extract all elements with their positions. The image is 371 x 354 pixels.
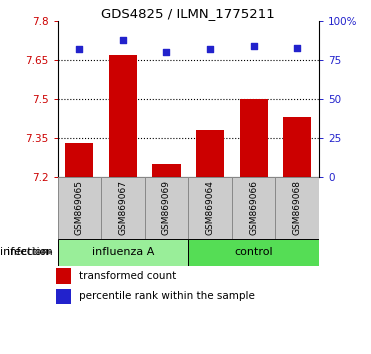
Text: infection: infection [7, 247, 53, 257]
Text: GSM869066: GSM869066 [249, 181, 258, 235]
Point [207, 46, 213, 52]
Text: control: control [234, 247, 273, 257]
FancyBboxPatch shape [58, 239, 188, 266]
Text: GSM869065: GSM869065 [75, 181, 84, 235]
Point [76, 46, 82, 52]
Bar [152, 164, 181, 177]
FancyBboxPatch shape [58, 177, 101, 239]
Point [251, 43, 257, 49]
Point [294, 45, 300, 51]
FancyBboxPatch shape [101, 177, 145, 239]
Text: GSM869068: GSM869068 [293, 181, 302, 235]
Text: GSM869067: GSM869067 [118, 181, 127, 235]
Point [164, 50, 170, 55]
Bar [56, 289, 71, 304]
Bar [109, 55, 137, 177]
Bar [283, 117, 311, 177]
Title: GDS4825 / ILMN_1775211: GDS4825 / ILMN_1775211 [101, 7, 275, 20]
Bar [65, 143, 93, 177]
Text: GSM869069: GSM869069 [162, 181, 171, 235]
Text: transformed count: transformed count [79, 271, 177, 281]
Bar [56, 268, 71, 284]
Point [120, 37, 126, 43]
Text: GSM869064: GSM869064 [206, 181, 214, 235]
FancyBboxPatch shape [275, 177, 319, 239]
FancyBboxPatch shape [188, 177, 232, 239]
Text: percentile rank within the sample: percentile rank within the sample [79, 291, 255, 302]
FancyBboxPatch shape [232, 177, 275, 239]
Bar [240, 99, 268, 177]
Text: influenza A: influenza A [92, 247, 154, 257]
Bar [196, 130, 224, 177]
FancyBboxPatch shape [188, 239, 319, 266]
Text: infection: infection [0, 247, 49, 257]
FancyBboxPatch shape [145, 177, 188, 239]
